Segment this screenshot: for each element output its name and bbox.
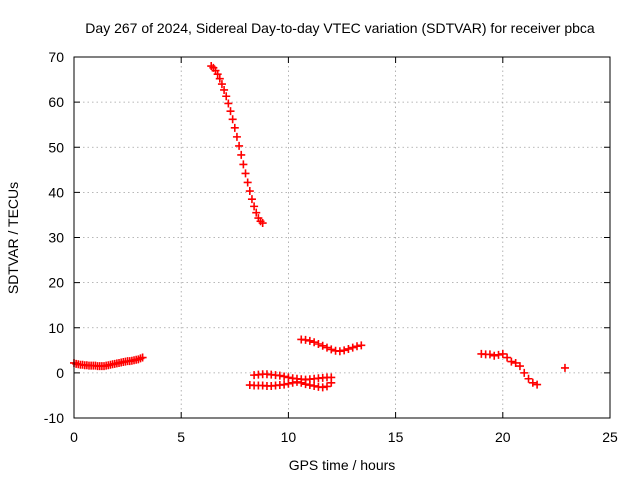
data-point — [318, 383, 327, 392]
data-point — [533, 380, 542, 389]
data-point — [357, 341, 366, 350]
y-tick-label: 20 — [48, 275, 64, 291]
x-tick-label: 10 — [281, 429, 297, 445]
data-point — [322, 382, 331, 391]
y-tick-label: 30 — [48, 230, 64, 246]
data-point — [305, 381, 314, 390]
data-point — [335, 347, 344, 356]
data-point — [247, 195, 256, 204]
y-tick-label: 50 — [48, 139, 64, 155]
data-point — [301, 380, 310, 389]
data-point — [503, 353, 512, 362]
data-point — [353, 342, 362, 351]
data-point — [250, 202, 259, 211]
y-tick-label: 10 — [48, 320, 64, 336]
data-points — [70, 62, 569, 392]
data-point — [528, 378, 537, 387]
data-point — [280, 380, 289, 389]
data-point — [524, 374, 533, 383]
x-tick-label: 25 — [602, 429, 618, 445]
data-point — [232, 132, 241, 141]
data-point — [515, 362, 524, 371]
data-point — [327, 378, 336, 387]
y-tick-label: -10 — [44, 410, 64, 426]
data-point — [275, 371, 284, 380]
data-point — [226, 107, 235, 116]
data-point — [310, 381, 319, 390]
data-point — [235, 141, 244, 150]
data-point — [230, 123, 239, 132]
data-point — [507, 357, 516, 366]
data-point — [243, 178, 252, 187]
grid — [74, 57, 610, 418]
x-tick-label: 20 — [495, 429, 511, 445]
data-point — [288, 378, 297, 387]
x-tick-label: 5 — [177, 429, 185, 445]
data-point — [318, 341, 327, 350]
series-segment-5 — [297, 335, 366, 356]
plot-frame — [73, 56, 611, 419]
data-point — [239, 160, 248, 169]
data-point — [138, 353, 147, 362]
series-segment-4 — [245, 377, 336, 392]
series-segment-2 — [207, 62, 267, 228]
data-point — [305, 336, 314, 345]
data-point — [511, 358, 520, 367]
data-point — [284, 379, 293, 388]
x-tick-label: 0 — [70, 429, 78, 445]
data-point — [297, 378, 306, 387]
series-segment-6 — [477, 349, 542, 389]
data-point — [220, 85, 229, 94]
x-axis-label: GPS time / hours — [289, 457, 396, 473]
data-point — [228, 115, 237, 124]
series-segment-1 — [70, 353, 147, 371]
data-point — [314, 339, 323, 348]
y-axis-label: SDTVAR / TECUs — [5, 182, 21, 294]
data-point — [520, 368, 529, 377]
data-point — [340, 346, 349, 355]
data-point — [348, 343, 357, 352]
y-tick-label: 60 — [48, 94, 64, 110]
y-tick-label: 0 — [56, 365, 64, 381]
data-point — [310, 338, 319, 347]
data-point — [280, 372, 289, 381]
data-point — [237, 150, 246, 159]
x-tick-label: 15 — [388, 429, 404, 445]
data-point — [494, 350, 503, 359]
y-tick-label: 70 — [48, 49, 64, 65]
data-point — [224, 99, 233, 108]
data-point — [560, 363, 569, 372]
data-point — [241, 169, 250, 178]
chart-title: Day 267 of 2024, Sidereal Day-to-day VTE… — [85, 20, 595, 36]
data-point — [301, 335, 310, 344]
data-point — [215, 74, 224, 83]
data-point — [344, 344, 353, 353]
data-point — [322, 343, 331, 352]
data-point — [252, 208, 261, 217]
series-segment-7 — [560, 363, 569, 372]
data-point — [485, 350, 494, 359]
data-point — [292, 377, 301, 386]
data-point — [258, 219, 267, 228]
data-point — [490, 351, 499, 360]
data-point — [222, 92, 231, 101]
data-point — [213, 70, 222, 79]
y-tick-label: 40 — [48, 184, 64, 200]
data-point — [327, 345, 336, 354]
tick-labels: 0 5 10 15 20 25 -10 0 10 20 30 40 50 60 70 — [44, 49, 618, 445]
data-point — [498, 349, 507, 358]
data-point — [245, 187, 254, 196]
data-point — [217, 80, 226, 89]
